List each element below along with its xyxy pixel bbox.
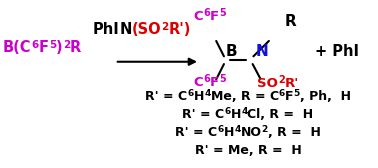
Text: 6: 6 (279, 89, 285, 98)
Text: R': R' (285, 77, 299, 90)
Text: 2: 2 (278, 75, 285, 85)
Text: H: H (231, 108, 241, 121)
Text: 5: 5 (219, 74, 226, 84)
Text: NO: NO (240, 126, 262, 139)
Text: 4: 4 (204, 89, 211, 98)
Text: B(C: B(C (3, 40, 31, 55)
Text: R' = C: R' = C (146, 90, 187, 103)
Text: 4: 4 (241, 107, 248, 116)
Text: R: R (70, 40, 81, 55)
Text: H: H (194, 90, 204, 103)
Text: 6: 6 (31, 40, 39, 50)
Text: 4: 4 (234, 125, 240, 134)
Text: ): ) (56, 40, 63, 55)
Text: F: F (210, 76, 219, 89)
Text: R'): R') (169, 22, 191, 37)
Text: , Ph,  H: , Ph, H (300, 90, 351, 103)
Text: F: F (285, 90, 293, 103)
Text: (SO: (SO (132, 22, 162, 37)
Text: 2: 2 (162, 22, 169, 32)
Text: 6: 6 (217, 125, 224, 134)
Text: R' = C: R' = C (182, 108, 225, 121)
Text: 5: 5 (49, 40, 56, 50)
Text: PhI: PhI (93, 22, 119, 37)
Text: C: C (194, 76, 203, 89)
Text: Cl, R =  H: Cl, R = H (248, 108, 314, 121)
Text: Me, R = C: Me, R = C (211, 90, 279, 103)
Text: 5: 5 (219, 8, 226, 18)
Text: F: F (39, 40, 49, 55)
Text: H: H (224, 126, 234, 139)
Text: 6: 6 (225, 107, 231, 116)
Text: 2: 2 (262, 125, 268, 134)
Text: 5: 5 (293, 89, 300, 98)
Text: N: N (119, 22, 132, 37)
Text: F: F (210, 10, 219, 23)
Text: R' = C: R' = C (175, 126, 217, 139)
Text: N: N (256, 45, 268, 59)
Text: 6: 6 (203, 8, 210, 18)
Text: R: R (284, 14, 296, 30)
Text: SO: SO (257, 77, 278, 90)
Text: 6: 6 (203, 74, 210, 84)
Text: R' = Me, R =  H: R' = Me, R = H (195, 144, 301, 157)
Text: 2: 2 (63, 40, 70, 50)
Text: C: C (194, 10, 203, 23)
Text: B: B (225, 45, 237, 59)
Text: + PhI: + PhI (315, 45, 359, 59)
Text: 6: 6 (187, 89, 194, 98)
Text: , R =  H: , R = H (268, 126, 321, 139)
